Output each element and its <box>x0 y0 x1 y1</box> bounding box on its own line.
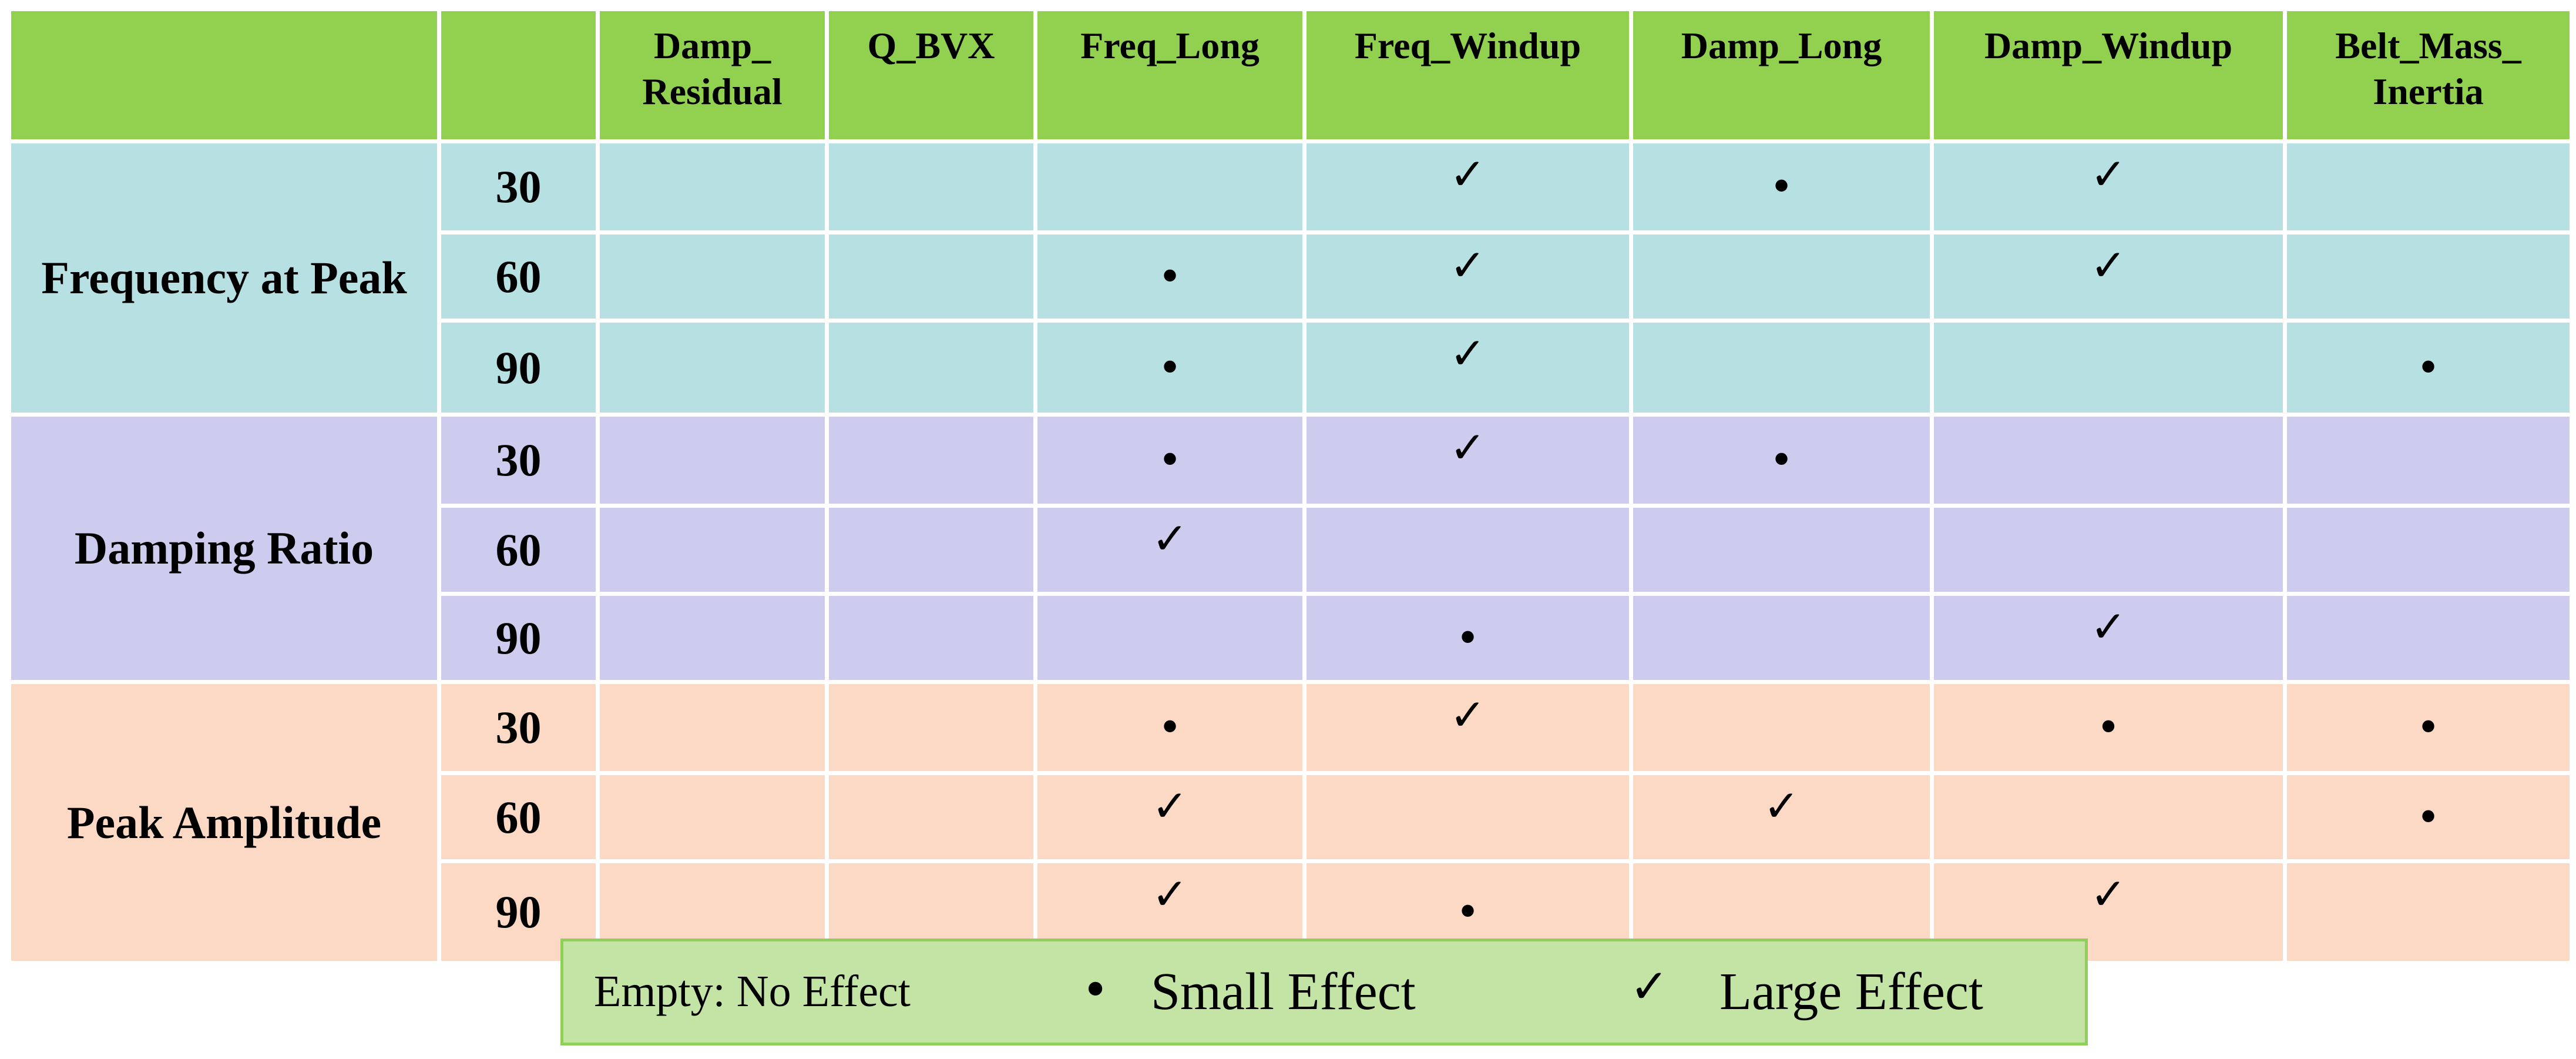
small-effect-dot-icon: • <box>1302 592 1633 684</box>
empty-cell <box>1930 504 2287 596</box>
angle-label: 60 <box>437 504 600 596</box>
col-header: Damp_ Residual <box>596 7 829 143</box>
empty-cell <box>1629 504 1934 596</box>
empty-cell <box>825 771 1037 863</box>
empty-cell <box>1930 319 2287 417</box>
empty-cell <box>1302 771 1633 863</box>
large-effect-check-icon: ✓ <box>1302 230 1633 323</box>
empty-cell <box>825 680 1037 775</box>
col-header: Damp_Long <box>1629 7 1934 143</box>
table-row: Peak Amplitude 30 • ✓ • • <box>7 680 2574 965</box>
col-header: Damp_Windup <box>1930 7 2287 143</box>
empty-cell <box>1629 592 1934 684</box>
small-effect-dot-icon: • <box>2283 319 2574 417</box>
small-effect-dot-icon: • <box>2283 680 2574 775</box>
table-row: 90 • ✓ • <box>9 319 2574 417</box>
empty-cell <box>2283 139 2574 234</box>
large-effect-check-icon: ✓ <box>1930 139 2287 234</box>
empty-cell <box>2283 859 2574 965</box>
large-effect-check-icon: ✓ <box>1033 504 1307 596</box>
table-row: Frequency at Peak 30 ✓ • ✓ <box>7 139 2574 417</box>
empty-cell <box>596 230 829 323</box>
col-header: Freq_Windup <box>1302 7 1633 143</box>
small-effect-dot-icon: • <box>1629 139 1934 234</box>
table-row: Damping Ratio 30 • ✓ • <box>7 413 2574 684</box>
small-effect-dot-icon: • <box>2283 771 2574 863</box>
col-header: Belt_Mass_ Inertia <box>2283 7 2574 143</box>
table-row: 90 • ✓ <box>9 592 2574 684</box>
empty-cell <box>825 139 1037 234</box>
empty-cell <box>825 592 1037 684</box>
angle-label: 90 <box>437 319 600 417</box>
small-effect-dot-icon: • <box>1033 680 1307 775</box>
large-effect-check-icon: ✓ <box>1302 319 1633 417</box>
large-effect-check-icon: ✓ <box>1630 959 1670 1014</box>
header-corner-angle <box>437 7 600 143</box>
angle-label: 60 <box>437 230 600 323</box>
header-row: Damp_ Residual Q_BVX Freq_Long Freq_Wind… <box>7 7 2574 143</box>
legend-empty-text: Empty: No Effect <box>594 967 911 1016</box>
table-row: 60 ✓ <box>9 504 2574 596</box>
col-header: Q_BVX <box>825 7 1037 143</box>
angle-label: 90 <box>437 592 600 684</box>
empty-cell <box>825 504 1037 596</box>
legend-small-text: Small Effect <box>1151 963 1416 1021</box>
empty-cell <box>596 504 829 596</box>
small-effect-dot-icon: • <box>1629 413 1934 508</box>
empty-cell <box>825 413 1037 508</box>
small-effect-dot-icon: • <box>1033 319 1307 417</box>
empty-cell <box>825 230 1037 323</box>
effects-table: Damp_ Residual Q_BVX Freq_Long Freq_Wind… <box>7 7 2574 965</box>
large-effect-check-icon: ✓ <box>1302 413 1633 508</box>
large-effect-check-icon: ✓ <box>1302 680 1633 775</box>
empty-cell <box>1930 771 2287 863</box>
legend: Empty: No Effect • Small Effect ✓ Large … <box>560 939 2088 1045</box>
large-effect-check-icon: ✓ <box>1302 139 1633 234</box>
empty-cell <box>825 319 1037 417</box>
empty-cell <box>2283 592 2574 684</box>
large-effect-check-icon: ✓ <box>1629 771 1934 863</box>
empty-cell <box>1302 504 1633 596</box>
angle-label: 60 <box>437 771 600 863</box>
small-effect-dot-icon: • <box>1930 680 2287 775</box>
table-row: 60 • ✓ ✓ <box>9 230 2574 323</box>
col-header: Freq_Long <box>1033 7 1307 143</box>
group-label: Frequency at Peak <box>7 139 441 417</box>
empty-cell <box>1629 230 1934 323</box>
empty-cell <box>2283 504 2574 596</box>
group-label: Peak Amplitude <box>7 680 441 965</box>
empty-cell <box>2283 230 2574 323</box>
group-label: Damping Ratio <box>7 413 441 684</box>
small-effect-dot-icon: • <box>1033 413 1307 508</box>
large-effect-check-icon: ✓ <box>1033 771 1307 863</box>
empty-cell <box>596 592 829 684</box>
empty-cell <box>596 413 829 508</box>
large-effect-check-icon: ✓ <box>1930 230 2287 323</box>
legend-large-text: Large Effect <box>1719 963 1983 1021</box>
angle-label: 90 <box>437 859 600 965</box>
empty-cell <box>1033 592 1307 684</box>
table-row: 60 ✓ ✓ • <box>9 771 2574 863</box>
empty-cell <box>1930 413 2287 508</box>
header-corner <box>7 7 441 143</box>
empty-cell <box>2283 413 2574 508</box>
empty-cell <box>1629 319 1934 417</box>
empty-cell <box>596 319 829 417</box>
empty-cell <box>1629 680 1934 775</box>
empty-cell <box>596 771 829 863</box>
angle-label: 30 <box>437 680 600 775</box>
small-effect-dot-icon: • <box>1033 230 1307 323</box>
empty-cell <box>596 139 829 234</box>
angle-label: 30 <box>437 413 600 508</box>
angle-label: 30 <box>437 139 600 234</box>
small-effect-dot-icon: • <box>1082 963 1110 1017</box>
large-effect-check-icon: ✓ <box>1930 592 2287 684</box>
empty-cell <box>596 680 829 775</box>
empty-cell <box>1033 139 1307 234</box>
